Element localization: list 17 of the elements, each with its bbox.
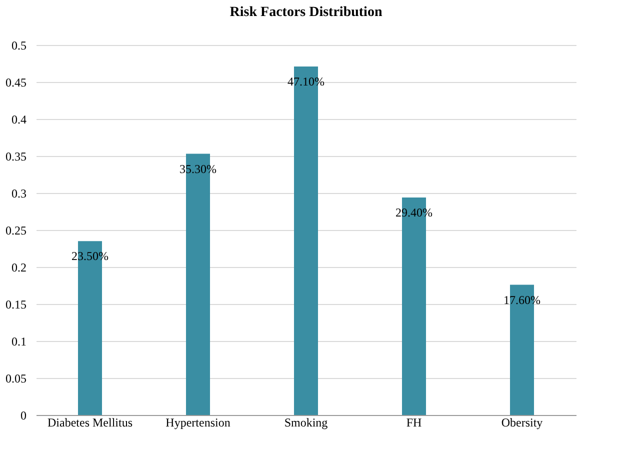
y-tick-label: 0.25 [6,224,26,238]
y-tick-label: 0.15 [6,298,26,312]
y-tick-label: 0.4 [12,112,26,126]
chart-title: Risk Factors Distribution [230,5,382,20]
x-tick-label: Smoking [284,416,328,430]
x-tick-label: Hypertension [166,416,230,430]
y-tick-label: 0.5 [12,38,26,52]
x-tick-label: Obersity [501,416,543,430]
y-tick-label: 0.2 [12,260,26,274]
y-tick-label: 0 [20,408,26,422]
y-tick-label: 0.45 [6,76,26,90]
x-tick-label: FH [406,416,422,430]
y-tick-label: 0.05 [6,372,26,386]
x-tick-label: Diabetes Mellitus [48,416,133,430]
y-tick-label: 0.1 [12,334,26,348]
y-tick-label: 0.3 [12,186,26,200]
y-tick-label: 0.35 [6,150,26,164]
